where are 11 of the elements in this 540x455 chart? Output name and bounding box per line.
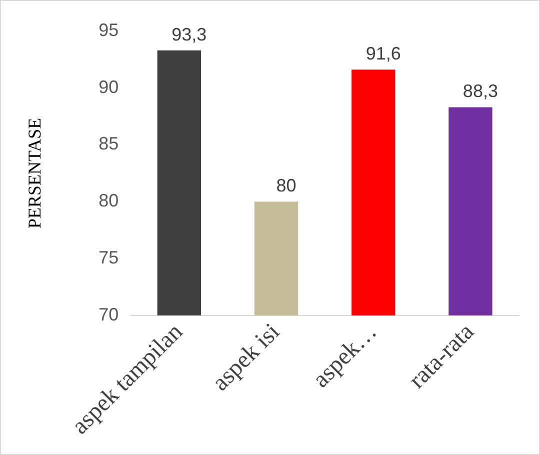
- y-tick-label: 75: [98, 247, 119, 268]
- data-label: 80: [276, 176, 296, 196]
- y-tick-label: 70: [98, 304, 119, 324]
- y-tick-label: 80: [98, 190, 119, 211]
- y-tick-label: 90: [98, 76, 119, 97]
- data-label: 91,6: [366, 44, 401, 64]
- data-label: 88,3: [462, 81, 498, 102]
- y-tick-label: 85: [98, 134, 119, 154]
- y-axis-title: PERSENTASE: [24, 118, 45, 228]
- y-tick-label: 95: [98, 20, 119, 40]
- data-label: 93,3: [172, 24, 207, 44]
